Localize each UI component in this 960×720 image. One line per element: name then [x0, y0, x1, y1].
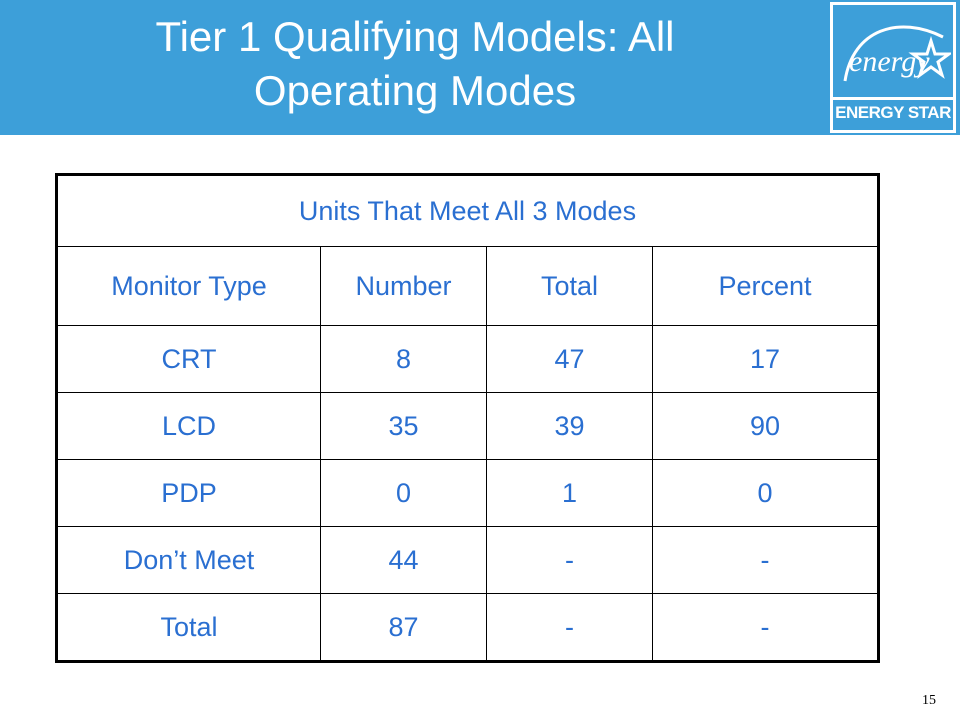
- cell-percent: -: [652, 593, 879, 662]
- cell-monitor-type: CRT: [56, 325, 321, 393]
- column-header-monitor-type: Monitor Type: [56, 246, 321, 326]
- cell-number: 87: [320, 593, 487, 662]
- cell-total: -: [486, 526, 653, 594]
- cell-number: 8: [320, 325, 487, 393]
- qualifying-models-table: Units That Meet All 3 Modes Monitor Type…: [55, 173, 880, 663]
- table-header-row: Monitor Type Number Total Percent: [56, 246, 879, 326]
- table-caption: Units That Meet All 3 Modes: [56, 174, 879, 247]
- logo-caption: ENERGY STAR: [835, 103, 951, 122]
- slide-title-line-1: Tier 1 Qualifying Models: All: [155, 13, 675, 60]
- cell-total: 47: [486, 325, 653, 393]
- table-row: LCD 35 39 90: [56, 392, 879, 460]
- cell-monitor-type: PDP: [56, 459, 321, 527]
- star-icon: energy: [843, 25, 951, 82]
- table-row: PDP 0 1 0: [56, 459, 879, 527]
- column-header-number: Number: [320, 246, 487, 326]
- column-header-percent: Percent: [652, 246, 879, 326]
- cell-total: 39: [486, 392, 653, 460]
- cell-monitor-type: LCD: [56, 392, 321, 460]
- table-row: Total 87 - -: [56, 593, 879, 662]
- cell-number: 0: [320, 459, 487, 527]
- cell-monitor-type: Total: [56, 593, 321, 662]
- cell-percent: 0: [652, 459, 879, 527]
- cell-percent: -: [652, 526, 879, 594]
- cell-monitor-type: Don’t Meet: [56, 526, 321, 594]
- logo-frame: energy ENERGY STAR: [830, 2, 956, 133]
- slide-title: Tier 1 Qualifying Models: All Operating …: [0, 10, 830, 118]
- cell-percent: 90: [652, 392, 879, 460]
- column-header-total: Total: [486, 246, 653, 326]
- slide-title-line-2: Operating Modes: [253, 67, 577, 114]
- cell-number: 35: [320, 392, 487, 460]
- cell-total: 1: [486, 459, 653, 527]
- cell-total: -: [486, 593, 653, 662]
- cell-number: 44: [320, 526, 487, 594]
- table-caption-row: Units That Meet All 3 Modes: [56, 174, 879, 247]
- table-row: Don’t Meet 44 - -: [56, 526, 879, 594]
- energy-script: energy: [849, 45, 930, 78]
- energy-star-logo: energy ENERGY STAR: [828, 0, 960, 135]
- page-number: 15: [922, 693, 936, 708]
- title-banner: Tier 1 Qualifying Models: All Operating …: [0, 0, 960, 135]
- table-row: CRT 8 47 17: [56, 325, 879, 393]
- logo-divider: [833, 97, 953, 100]
- cell-percent: 17: [652, 325, 879, 393]
